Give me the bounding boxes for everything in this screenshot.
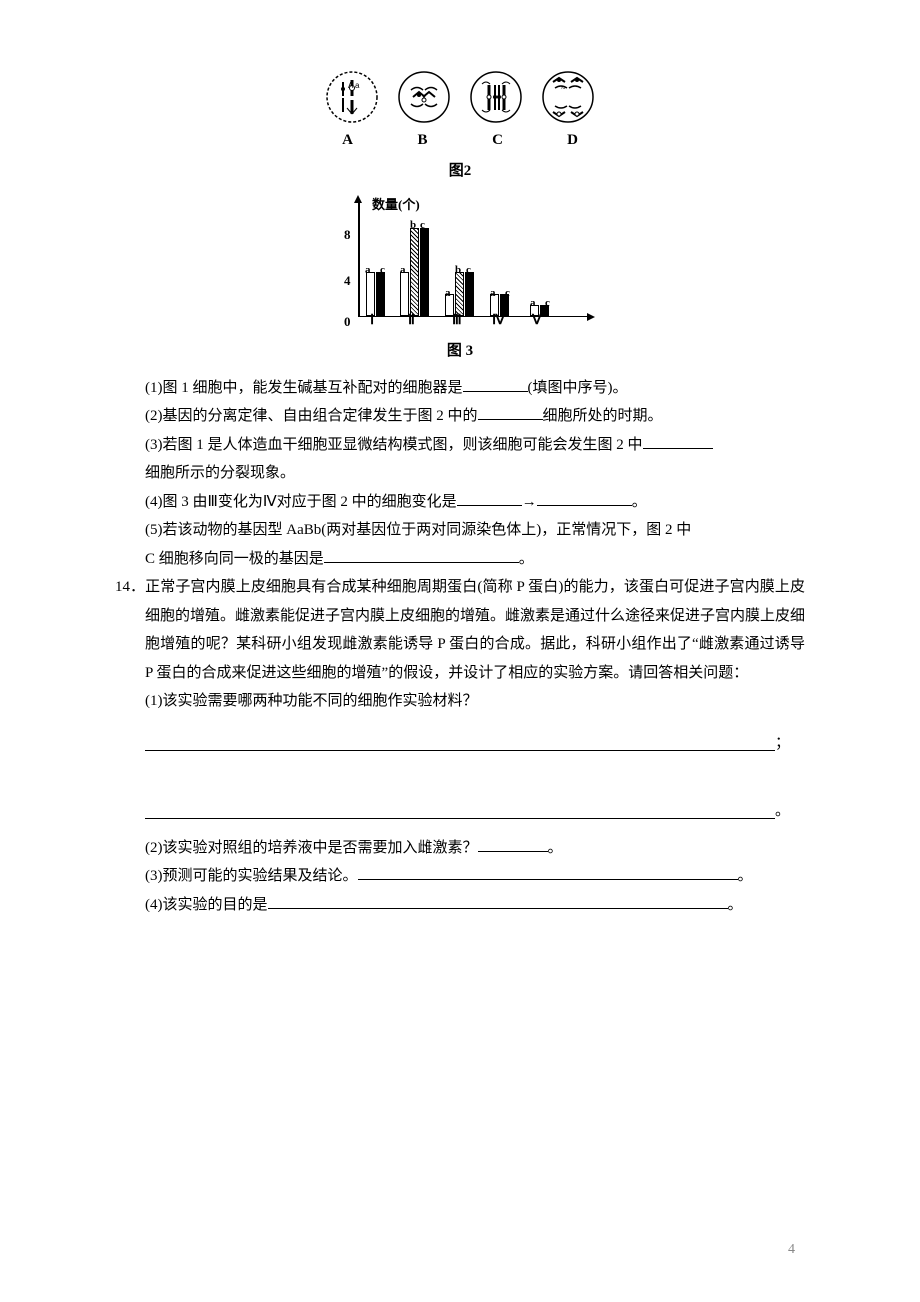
q14-sub3: (3)预测可能的实验结果及结论。 。: [115, 862, 805, 891]
q5-line2-text: C 细胞移向同一极的基因是: [145, 551, 324, 567]
q2-blank: [478, 405, 543, 420]
blank-line-1: ；: [145, 731, 775, 751]
question-5-line2: C 细胞移向同一极的基因是 。: [115, 545, 805, 574]
q1-blank: [463, 377, 528, 392]
x-label-4: Ⅳ: [492, 308, 505, 335]
label-1a: a: [365, 260, 371, 281]
y-axis: [358, 200, 360, 317]
label-3b: b: [455, 260, 461, 281]
x-label-1: Ⅰ: [370, 308, 374, 335]
q3-line2-text: 细胞所示的分裂现象。: [145, 465, 295, 481]
y-tick-0: 0: [344, 310, 351, 335]
q3-text: (3)若图 1 是人体造血干细胞亚显微结构模式图，则该细胞可能会发生图 2 中: [145, 437, 643, 453]
bar-chart: 数量(个) 8 4 0 a c Ⅰ a b c: [330, 195, 590, 335]
q14-sub1-text: (1)该实验需要哪两种功能不同的细胞作实验材料？: [145, 693, 478, 709]
label-3a: a: [445, 283, 451, 304]
cell-d: ≈: [541, 70, 595, 124]
q5-blank: [324, 548, 519, 563]
questions-block: (1)图 1 细胞中，能发生碱基互补配对的细胞器是 (填图中序号)。 (2)基因的…: [115, 374, 805, 920]
figure3-caption: 图 3: [330, 337, 590, 366]
cell-label-d: D: [563, 126, 583, 155]
question-4: (4)图 3 由Ⅲ变化为Ⅳ对应于图 2 中的细胞变化是 → 。: [115, 488, 805, 517]
period-1: 。: [775, 797, 790, 826]
cell-label-b: B: [413, 126, 433, 155]
q2-text: (2)基因的分离定律、自由组合定律发生于图 2 中的: [145, 408, 478, 424]
label-3c: c: [466, 260, 471, 281]
svg-text:A: A: [348, 81, 354, 90]
arrow-icon: →: [522, 493, 537, 510]
q14-sub3-suffix: 。: [738, 868, 753, 884]
question-3: (3)若图 1 是人体造血干细胞亚显微结构模式图，则该细胞可能会发生图 2 中: [115, 431, 805, 460]
svg-text:≈: ≈: [561, 83, 566, 92]
svg-text:a: a: [355, 81, 360, 90]
cell-label-c: C: [488, 126, 508, 155]
cells-row: A a: [325, 70, 595, 124]
question-14: 14．正常子宫内膜上皮细胞具有合成某种细胞周期蛋白(简称 P 蛋白)的能力，该蛋…: [115, 573, 805, 687]
q5-suffix: 。: [519, 551, 534, 567]
figures-container: A a: [115, 70, 805, 366]
figure2: A a: [325, 70, 595, 185]
q14-sub2-suffix: 。: [548, 840, 563, 856]
q14-sub4-suffix: 。: [728, 897, 743, 913]
label-5c: c: [545, 293, 550, 314]
semicolon-1: ；: [775, 729, 790, 758]
question-2: (2)基因的分离定律、自由组合定律发生于图 2 中的 细胞所处的时期。: [115, 402, 805, 431]
q14-sub3-blank: [358, 865, 738, 880]
label-2b: b: [410, 215, 416, 236]
bar-2c: [420, 228, 429, 316]
figure3: 数量(个) 8 4 0 a c Ⅰ a b c: [330, 195, 590, 366]
q5-text: (5)若该动物的基因型 AaBb(两对基因位于两对同源染色体上)，正常情况下，图…: [145, 522, 691, 538]
cell-labels: A B C D: [325, 126, 595, 155]
y-tick-4: 4: [344, 269, 351, 294]
x-axis: [358, 316, 590, 318]
q14-sub2-blank: [478, 837, 548, 852]
question-1: (1)图 1 细胞中，能发生碱基互补配对的细胞器是 (填图中序号)。: [115, 374, 805, 403]
cell-c: [469, 70, 523, 124]
q14-sub2: (2)该实验对照组的培养液中是否需要加入雌激素？ 。: [115, 834, 805, 863]
label-1c: c: [380, 260, 385, 281]
blank-line-2: 。: [145, 799, 775, 819]
label-2c: c: [420, 215, 425, 236]
q4-text: (4)图 3 由Ⅲ变化为Ⅳ对应于图 2 中的细胞变化是: [145, 494, 457, 510]
label-2a: a: [400, 260, 406, 281]
x-arrow-icon: [587, 313, 595, 321]
q14-sub2-text: (2)该实验对照组的培养液中是否需要加入雌激素？: [145, 840, 478, 856]
question-5: (5)若该动物的基因型 AaBb(两对基因位于两对同源染色体上)，正常情况下，图…: [115, 516, 805, 545]
cell-b: [397, 70, 451, 124]
cell-label-a: A: [338, 126, 358, 155]
q1-text: (1)图 1 细胞中，能发生碱基互补配对的细胞器是: [145, 380, 463, 396]
q14-intro: 正常子宫内膜上皮细胞具有合成某种细胞周期蛋白(简称 P 蛋白)的能力，该蛋白可促…: [145, 579, 805, 681]
question-3-line2: 细胞所示的分裂现象。: [115, 459, 805, 488]
y-tick-8: 8: [344, 223, 351, 248]
figure2-caption: 图2: [325, 157, 595, 186]
q14-sub4-text: (4)该实验的目的是: [145, 897, 268, 913]
q14-sub4: (4)该实验的目的是 。: [115, 891, 805, 920]
q1-suffix: (填图中序号)。: [528, 380, 628, 396]
q4-suffix: 。: [632, 494, 647, 510]
cell-a: A a: [325, 70, 379, 124]
bar-2b: [410, 228, 419, 316]
label-4a: a: [490, 283, 496, 304]
x-label-3: Ⅲ: [452, 308, 462, 335]
q14-sub1: (1)该实验需要哪两种功能不同的细胞作实验材料？: [115, 687, 805, 716]
label-4c: c: [505, 283, 510, 304]
x-label-2: Ⅱ: [408, 308, 415, 335]
q2-suffix: 细胞所处的时期。: [543, 408, 663, 424]
q4-blank2: [537, 491, 632, 506]
q3-blank: [643, 434, 713, 449]
y-axis-label: 数量(个): [372, 193, 420, 218]
q14-sub3-text: (3)预测可能的实验结果及结论。: [145, 868, 358, 884]
q14-sub4-blank: [268, 894, 728, 909]
page-number: 4: [788, 1237, 795, 1264]
x-label-5: Ⅴ: [532, 308, 542, 335]
q4-blank1: [457, 491, 522, 506]
